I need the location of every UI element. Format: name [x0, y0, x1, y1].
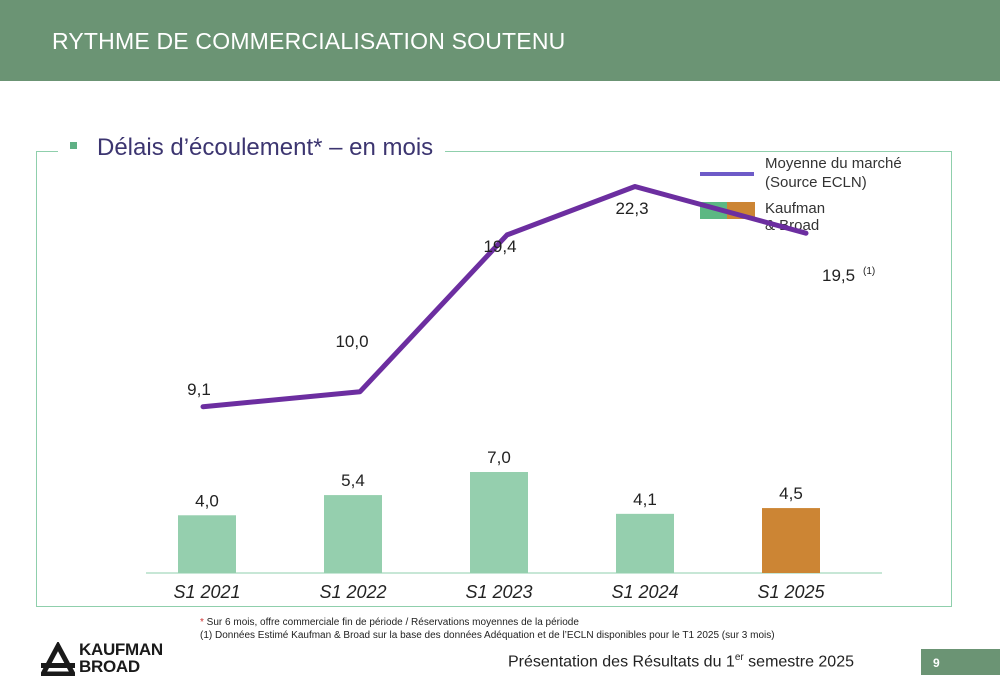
- market-average-line: [200, 184, 809, 410]
- logo-text: KAUFMAN BROAD: [79, 641, 163, 675]
- bar-value-label: 5,4: [341, 471, 365, 490]
- line-value-label: 19,4: [483, 237, 516, 256]
- legend-line-label: Moyenne du marché (Source ECLN): [765, 154, 965, 192]
- page-number: 9: [933, 656, 940, 670]
- footnotes: * Sur 6 mois, offre commerciale fin de p…: [200, 616, 775, 642]
- x-tick-label: S1 2025: [757, 582, 825, 602]
- logo-line-2: BROAD: [79, 657, 140, 676]
- legend-line-swatch: [700, 172, 754, 176]
- legend-line-label-2: (Source ECLN): [765, 174, 867, 191]
- logo-mark-icon: [41, 642, 75, 676]
- footer-title: Présentation des Résultats du 1er semest…: [508, 652, 854, 671]
- kaufman-broad-logo: KAUFMAN BROAD: [41, 641, 186, 677]
- bar: [616, 513, 674, 573]
- footer-title-sup: er: [734, 652, 744, 663]
- bar-value-label: 4,5: [779, 484, 803, 503]
- x-tick-label: S1 2021: [173, 582, 240, 602]
- bar: [324, 495, 382, 573]
- x-tick-label: S1 2023: [465, 582, 532, 602]
- footer-title-start: Présentation des Résultats du 1: [508, 653, 735, 671]
- footnote-star: *: [200, 617, 204, 628]
- section-title: Délais d’écoulement* – en mois: [97, 134, 434, 161]
- bar-value-label: 7,0: [487, 448, 511, 467]
- footnote-1: * Sur 6 mois, offre commerciale fin de p…: [200, 616, 775, 629]
- x-tick-label: S1 2024: [611, 582, 678, 602]
- legend-line-label-1: Moyenne du marché: [765, 155, 902, 172]
- section-heading: Délais d’écoulement* – en mois: [58, 134, 446, 162]
- line-value-label: 9,1: [187, 380, 211, 399]
- line-value-label: 19,5: [822, 266, 855, 285]
- header-bar: RYTHME DE COMMERCIALISATION SOUTENU: [0, 0, 1000, 81]
- bullet-icon: [70, 141, 77, 149]
- line-point-note: (1): [863, 266, 875, 277]
- slide-title: RYTHME DE COMMERCIALISATION SOUTENU: [52, 28, 566, 54]
- line-value-label: 10,0: [335, 332, 368, 351]
- legend-bar-label: Kaufman & Broad: [765, 200, 826, 234]
- bar: [762, 508, 820, 573]
- chart-frame: [36, 151, 952, 607]
- bar: [470, 472, 528, 573]
- x-tick-label: S1 2022: [319, 582, 386, 602]
- bar: [178, 515, 236, 573]
- footnote-1-text: Sur 6 mois, offre commerciale fin de pér…: [203, 617, 579, 628]
- page-number-badge: 9: [921, 649, 1000, 675]
- line-value-label: 22,3: [615, 199, 648, 218]
- bar-value-label: 4,0: [195, 491, 219, 510]
- footer-title-end: semestre 2025: [743, 653, 854, 671]
- footnote-2: (1) Données Estimé Kaufman & Broad sur l…: [200, 630, 775, 641]
- logo-line-1: KAUFMAN: [79, 640, 163, 659]
- bar-value-label: 4,1: [633, 490, 657, 509]
